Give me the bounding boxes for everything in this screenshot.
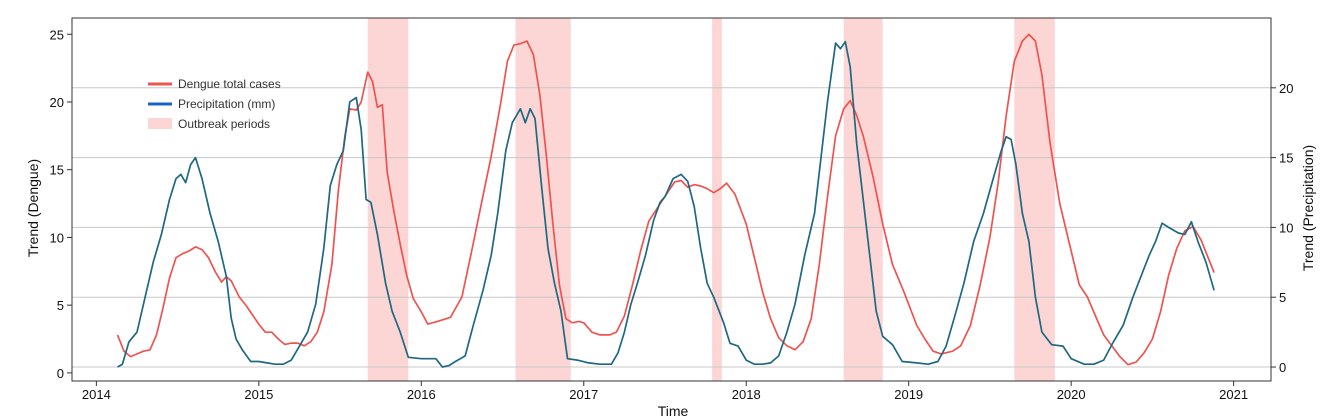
y-left-tick-10: 10 xyxy=(50,230,64,245)
x-tick-2019: 2019 xyxy=(894,387,923,402)
gridlines xyxy=(72,87,1271,368)
y-right-axis-title: Trend (Precipitation) xyxy=(1300,145,1316,271)
y-left-tick-15: 15 xyxy=(50,163,64,178)
y-right-tick-20: 20 xyxy=(1279,81,1293,96)
plot-frame xyxy=(71,17,1272,382)
outbreak-band-1 xyxy=(367,18,409,381)
y-right-tick-0: 0 xyxy=(1279,360,1286,375)
legend-swatch-outbreak xyxy=(148,118,172,129)
x-axis-title: Time xyxy=(658,403,689,418)
x-tick-2018: 2018 xyxy=(732,387,761,402)
y-left-tick-25: 25 xyxy=(50,27,64,42)
y-right-tick-5: 5 xyxy=(1279,290,1286,305)
legend-label-dengue: Dengue total cases xyxy=(178,77,281,91)
x-tick-2020: 2020 xyxy=(1057,387,1086,402)
y-right-tick-15: 15 xyxy=(1279,151,1293,166)
legend-label-precip: Precipitation (mm) xyxy=(178,97,275,111)
legend-label-outbreak: Outbreak periods xyxy=(178,117,270,131)
x-tick-2014: 2014 xyxy=(82,387,111,402)
y-right-tick-10: 10 xyxy=(1279,220,1293,235)
y-left-tick-5: 5 xyxy=(57,298,64,313)
y-left-tick-20: 20 xyxy=(50,95,64,110)
outbreak-band-3 xyxy=(712,18,722,381)
axes xyxy=(67,17,1276,386)
legend: Dengue total cases Precipitation (mm) Ou… xyxy=(148,77,281,131)
x-tick-2017: 2017 xyxy=(569,387,598,402)
y-left-tick-0: 0 xyxy=(57,366,64,381)
y-left-axis-title: Trend (Dengue) xyxy=(25,159,41,257)
tick-labels: 2014 2015 2016 2017 2018 2019 2020 202105101520… xyxy=(50,27,1294,402)
x-tick-2021: 2021 xyxy=(1219,387,1248,402)
dengue-line xyxy=(116,33,1215,366)
x-tick-2016: 2016 xyxy=(407,387,436,402)
precipitation-line xyxy=(117,40,1215,368)
series-lines xyxy=(116,33,1215,368)
x-tick-2015: 2015 xyxy=(244,387,273,402)
